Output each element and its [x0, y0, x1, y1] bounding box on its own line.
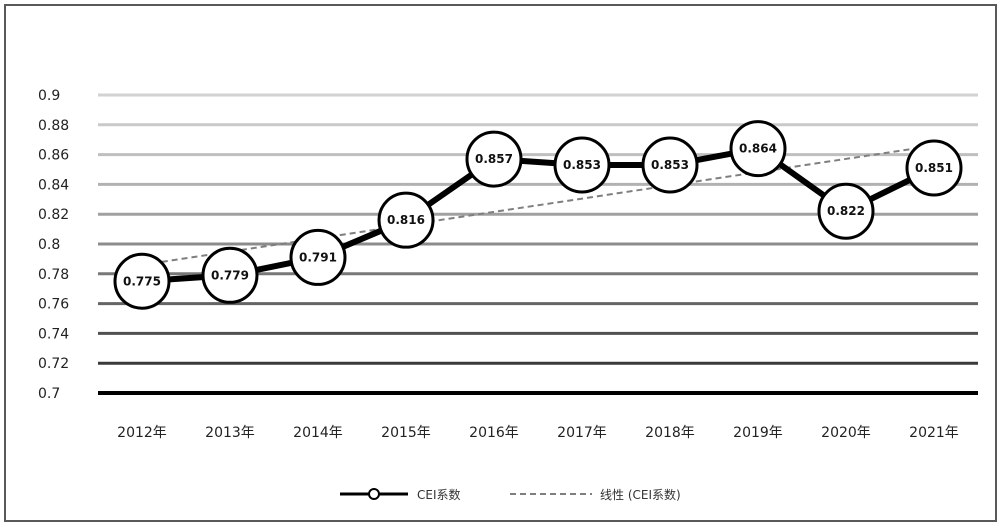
x-tick-label: 2020年 — [821, 425, 871, 441]
data-point — [905, 139, 963, 197]
data-label: 0.853 — [563, 158, 601, 172]
data-point — [641, 136, 699, 194]
x-tick-label: 2015年 — [381, 425, 431, 441]
y-axis-ticks: 0.7 0.72 0.74 0.76 0.78 0.8 0.82 0.84 0.86 0.88 0.… — [38, 88, 69, 402]
y-tick-label: 0.82 — [38, 207, 69, 223]
data-point — [201, 246, 259, 304]
data-point — [553, 136, 611, 194]
data-label: 0.816 — [387, 213, 425, 227]
x-tick-label: 2014年 — [293, 425, 343, 441]
data-point — [465, 130, 523, 188]
data-point — [289, 228, 347, 286]
y-tick-label: 0.84 — [38, 177, 69, 193]
y-tick-label: 0.86 — [38, 148, 69, 164]
y-tick-label: 0.72 — [38, 356, 69, 372]
y-tick-label: 0.8 — [38, 237, 60, 253]
data-label: 0.853 — [651, 158, 689, 172]
chart-frame — [4, 4, 997, 522]
data-label: 0.775 — [123, 274, 161, 288]
legend: CEI系数 线性 (CEI系数) — [340, 487, 681, 502]
data-label: 0.822 — [827, 204, 865, 218]
data-label: 0.791 — [299, 250, 337, 264]
series-line — [141, 145, 936, 285]
series-group: 0.775 0.779 0.791 0.816 0.857 0.853 0.853 0.864… — [113, 120, 963, 310]
legend-series-marker — [368, 488, 380, 500]
y-tick-label: 0.88 — [38, 118, 69, 134]
gridlines — [98, 93, 978, 395]
x-tick-label: 2016年 — [469, 425, 519, 441]
y-tick-label: 0.7 — [38, 386, 60, 402]
y-tick-label: 0.76 — [38, 297, 69, 313]
x-tick-label: 2021年 — [909, 425, 959, 441]
data-point — [377, 191, 435, 249]
x-tick-label: 2013年 — [205, 425, 255, 441]
trendline-group — [141, 144, 935, 266]
x-tick-label: 2012年 — [117, 425, 167, 441]
data-point — [729, 120, 787, 178]
legend-trend-label: 线性 (CEI系数) — [600, 487, 681, 502]
data-label: 0.779 — [211, 268, 249, 282]
y-tick-label: 0.9 — [38, 88, 60, 104]
data-label: 0.864 — [739, 142, 777, 156]
y-tick-label: 0.74 — [38, 326, 69, 342]
x-tick-label: 2019年 — [733, 425, 783, 441]
x-tick-label: 2017年 — [557, 425, 607, 441]
trendline — [141, 144, 935, 266]
y-tick-label: 0.78 — [38, 267, 69, 283]
x-tick-label: 2018年 — [645, 425, 695, 441]
data-label: 0.857 — [475, 152, 513, 166]
data-point — [113, 252, 171, 310]
data-point — [817, 182, 875, 240]
data-label: 0.851 — [915, 161, 953, 175]
x-axis-ticks: 2012年 2013年 2014年 2015年 2016年 2017年 2018年 2019年… — [117, 425, 959, 441]
legend-series-label: CEI系数 — [417, 487, 461, 502]
